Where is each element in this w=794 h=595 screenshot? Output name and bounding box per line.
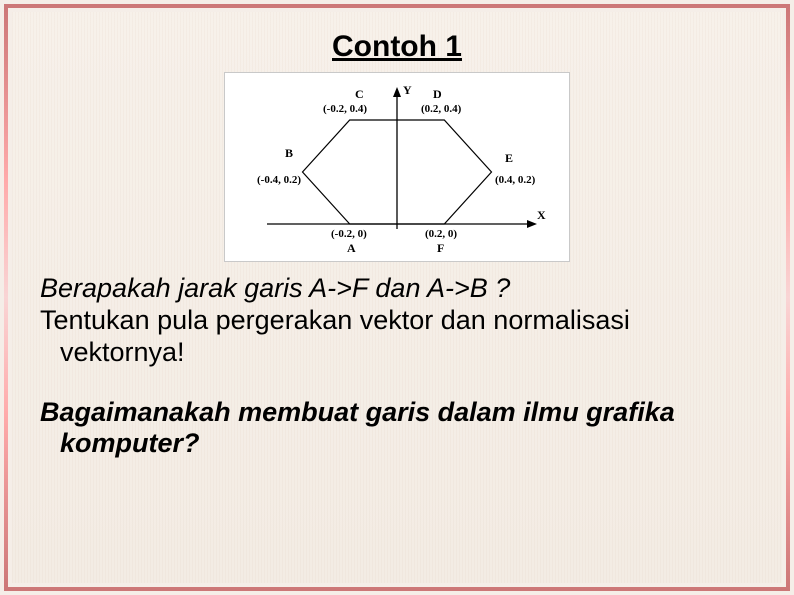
question-1: Berapakah jarak garis A->F dan A->B ? [40, 273, 754, 305]
vertex-B-coord: (-0.4, 0.2) [257, 174, 301, 186]
vertex-F-label: F [437, 241, 444, 255]
page-title: Contoh 1 [40, 30, 754, 64]
diagram-container: Y X C (-0.2, 0.4) D (0.2, 0.4) B (-0.4, … [40, 72, 754, 267]
hexagon-diagram: Y X C (-0.2, 0.4) D (0.2, 0.4) B (-0.4, … [224, 72, 570, 262]
vertex-C-coord: (-0.2, 0.4) [323, 103, 367, 115]
vertex-D-label: D [433, 87, 442, 101]
y-axis-label: Y [403, 83, 412, 97]
vertex-E-coord: (0.4, 0.2) [495, 174, 536, 186]
question-2: Tentukan pula pergerakan vektor dan norm… [40, 305, 754, 369]
question-3: Bagaimanakah membuat garis dalam ilmu gr… [40, 397, 754, 461]
vertex-A-label: A [347, 241, 356, 255]
vertex-A-coord: (-0.2, 0) [331, 228, 367, 240]
x-axis-label: X [537, 208, 546, 222]
slide-content: Contoh 1 Y X C (-0.2, 0.4) [12, 12, 782, 583]
vertex-D-coord: (0.2, 0.4) [421, 103, 462, 115]
vertex-F-coord: (0.2, 0) [425, 228, 457, 240]
vertex-E-label: E [505, 151, 513, 165]
vertex-C-label: C [355, 87, 364, 101]
vertex-B-label: B [285, 146, 293, 160]
